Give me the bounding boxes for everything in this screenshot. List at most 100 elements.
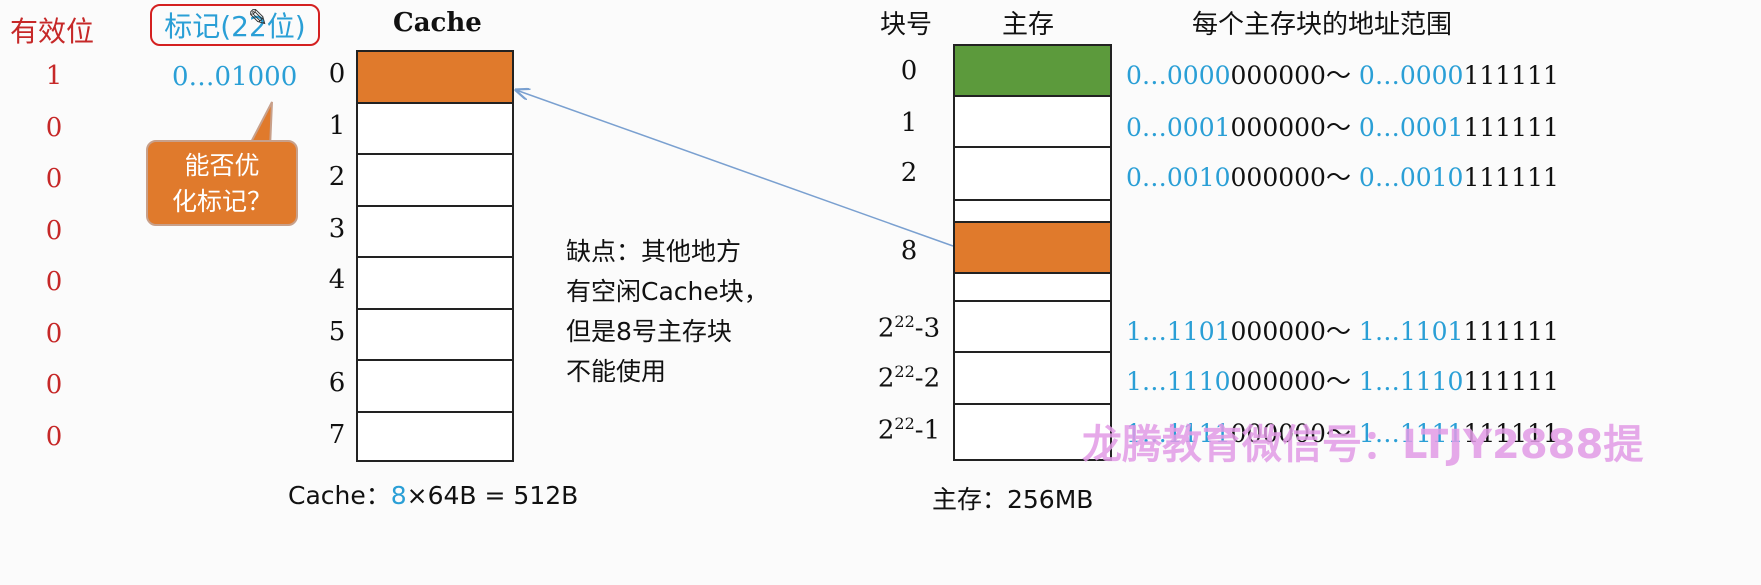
address-range: 1…1110000000～ 1…1110111111	[1126, 362, 1559, 398]
cache-row-index: 4	[328, 265, 346, 295]
cache-size-label: Cache：8×64B = 512B	[288, 476, 578, 512]
note-line: 缺点：其他地方	[566, 237, 742, 266]
memory-block-index: 8	[900, 236, 918, 266]
addr-tag-part: 0…0000	[1358, 61, 1464, 90]
valid-bit-value: 0	[45, 215, 63, 246]
addr-sep: ～	[1325, 163, 1359, 192]
addr-tag-part: 1…1111	[1126, 419, 1231, 448]
addr-offset-part: 111111	[1463, 419, 1559, 448]
valid-bit-column: 1 0 0 0 0 0 0 0	[0, 56, 108, 468]
address-range: 0…0000000000～ 0…0000111111	[1126, 56, 1559, 92]
addr-tag-part: 0…0010	[1358, 163, 1464, 192]
addr-sep: ～	[1325, 419, 1359, 448]
addr-tag-part: 0…0010	[1126, 163, 1231, 192]
addr-offset-part: 111111	[1463, 113, 1559, 142]
question-bubble: 能否优 化标记？	[146, 140, 298, 226]
valid-bit-value: 0	[45, 318, 63, 349]
idx-exp: 22	[894, 312, 915, 331]
addr-offset-part: 111111	[1463, 61, 1559, 90]
cache-row-index: 2	[328, 162, 346, 192]
idx-base: 2	[877, 313, 895, 344]
addr-offset-part: 000000	[1230, 367, 1326, 396]
cache-row-index: 0	[328, 59, 346, 89]
cache-line-occupied	[356, 50, 514, 102]
addr-tag-part: 1…1111	[1358, 419, 1464, 448]
addr-sep: ～	[1325, 113, 1359, 142]
cache-row-index: 7	[328, 419, 346, 450]
addr-sep: ～	[1325, 61, 1359, 90]
cache-row-index: 5	[328, 316, 346, 347]
cache-size-count: 8	[390, 481, 407, 510]
cache-line	[356, 204, 514, 256]
bubble-line: 化标记？	[171, 187, 272, 216]
addr-tag-part: 0…0000	[1126, 61, 1231, 90]
memory-block-index: 1	[900, 108, 918, 138]
valid-bit-value: 0	[45, 370, 63, 400]
addr-offset-part: 111111	[1463, 367, 1559, 396]
cache-title: Cache	[393, 8, 482, 38]
main-memory-header: 主存	[1002, 10, 1055, 40]
memory-block-gap	[953, 199, 1112, 223]
idx-base: 2	[877, 415, 895, 446]
cache-row-index: 3	[328, 213, 346, 244]
addr-tag-part: 0…0001	[1358, 113, 1464, 142]
addr-offset-part: 000000	[1230, 419, 1326, 448]
addr-offset-part: 000000	[1230, 317, 1326, 346]
drawback-note: 缺点：其他地方 有空闲Cache块， 但是8号主存块 不能使用	[566, 232, 769, 392]
memory-block-index: 2	[900, 158, 918, 188]
note-line: 但是8号主存块	[566, 317, 732, 346]
memory-block-end-3	[953, 300, 1112, 353]
valid-bit-value: 0	[45, 421, 63, 452]
idx-sub: -3	[914, 313, 941, 344]
note-line: 不能使用	[566, 357, 667, 386]
addr-offset-part: 000000	[1230, 61, 1326, 90]
tag-value: 0…01000	[172, 62, 298, 92]
memory-block-end-1	[953, 403, 1112, 461]
watermark: 龙腾教育微信号：LTJY2888提	[1082, 422, 1644, 468]
memory-block-8	[953, 221, 1112, 274]
addr-tag-part: 0…0001	[1126, 113, 1231, 142]
memory-block-index: 222-2	[864, 362, 954, 394]
addr-tag-part: 1…1101	[1126, 317, 1231, 346]
idx-sub: -1	[914, 415, 941, 446]
idx-sub: -2	[914, 363, 941, 394]
valid-bit-value: 1	[45, 61, 63, 91]
cache-line	[356, 256, 514, 308]
addr-offset-part: 000000	[1230, 163, 1326, 192]
cache-block-stack	[356, 50, 514, 462]
cache-index-column: 0 1 2 3 4 5 6 7	[322, 52, 352, 464]
memory-block-1	[953, 95, 1112, 148]
valid-bit-value: 0	[45, 112, 63, 143]
memory-block-index: 0	[900, 56, 918, 86]
bubble-line: 能否优	[184, 151, 260, 180]
memory-block-index: 222-1	[864, 414, 954, 446]
addr-tag-part: 1…1110	[1358, 367, 1464, 396]
addr-tag-part: 1…1110	[1126, 367, 1231, 396]
pencil-icon: ✎	[248, 4, 269, 32]
main-memory-size-label: 主存：256MB	[932, 485, 1094, 514]
block-number-header: 块号	[880, 10, 933, 40]
note-line: 有空闲Cache块，	[566, 277, 769, 306]
cache-line	[356, 359, 514, 411]
cache-line	[356, 307, 514, 359]
address-range-header: 每个主存块的地址范围	[1192, 10, 1453, 40]
memory-block-2	[953, 146, 1112, 201]
addr-tag-part: 1…1101	[1358, 317, 1464, 346]
address-range: 1…1101000000～ 1…1101111111	[1126, 312, 1559, 348]
addr-offset-part: 111111	[1463, 163, 1559, 192]
address-range: 1…1111000000～ 1…1111111111	[1126, 414, 1559, 450]
cache-line	[356, 153, 514, 205]
memory-block-0	[953, 44, 1112, 97]
idx-exp: 22	[894, 414, 915, 433]
tag-header: 标记(22位)	[150, 4, 320, 46]
memory-block-index: 222-3	[864, 312, 954, 344]
cache-line	[356, 101, 514, 153]
address-range: 0…0010000000～ 0…0010111111	[1126, 158, 1559, 194]
cache-size-prefix: Cache：	[288, 481, 391, 510]
address-range: 0…0001000000～ 0…0001111111	[1126, 108, 1559, 144]
cache-size-rest: ×64B = 512B	[406, 481, 579, 510]
idx-base: 2	[877, 363, 895, 394]
addr-offset-part: 111111	[1463, 317, 1559, 346]
cache-row-index: 6	[328, 368, 346, 398]
